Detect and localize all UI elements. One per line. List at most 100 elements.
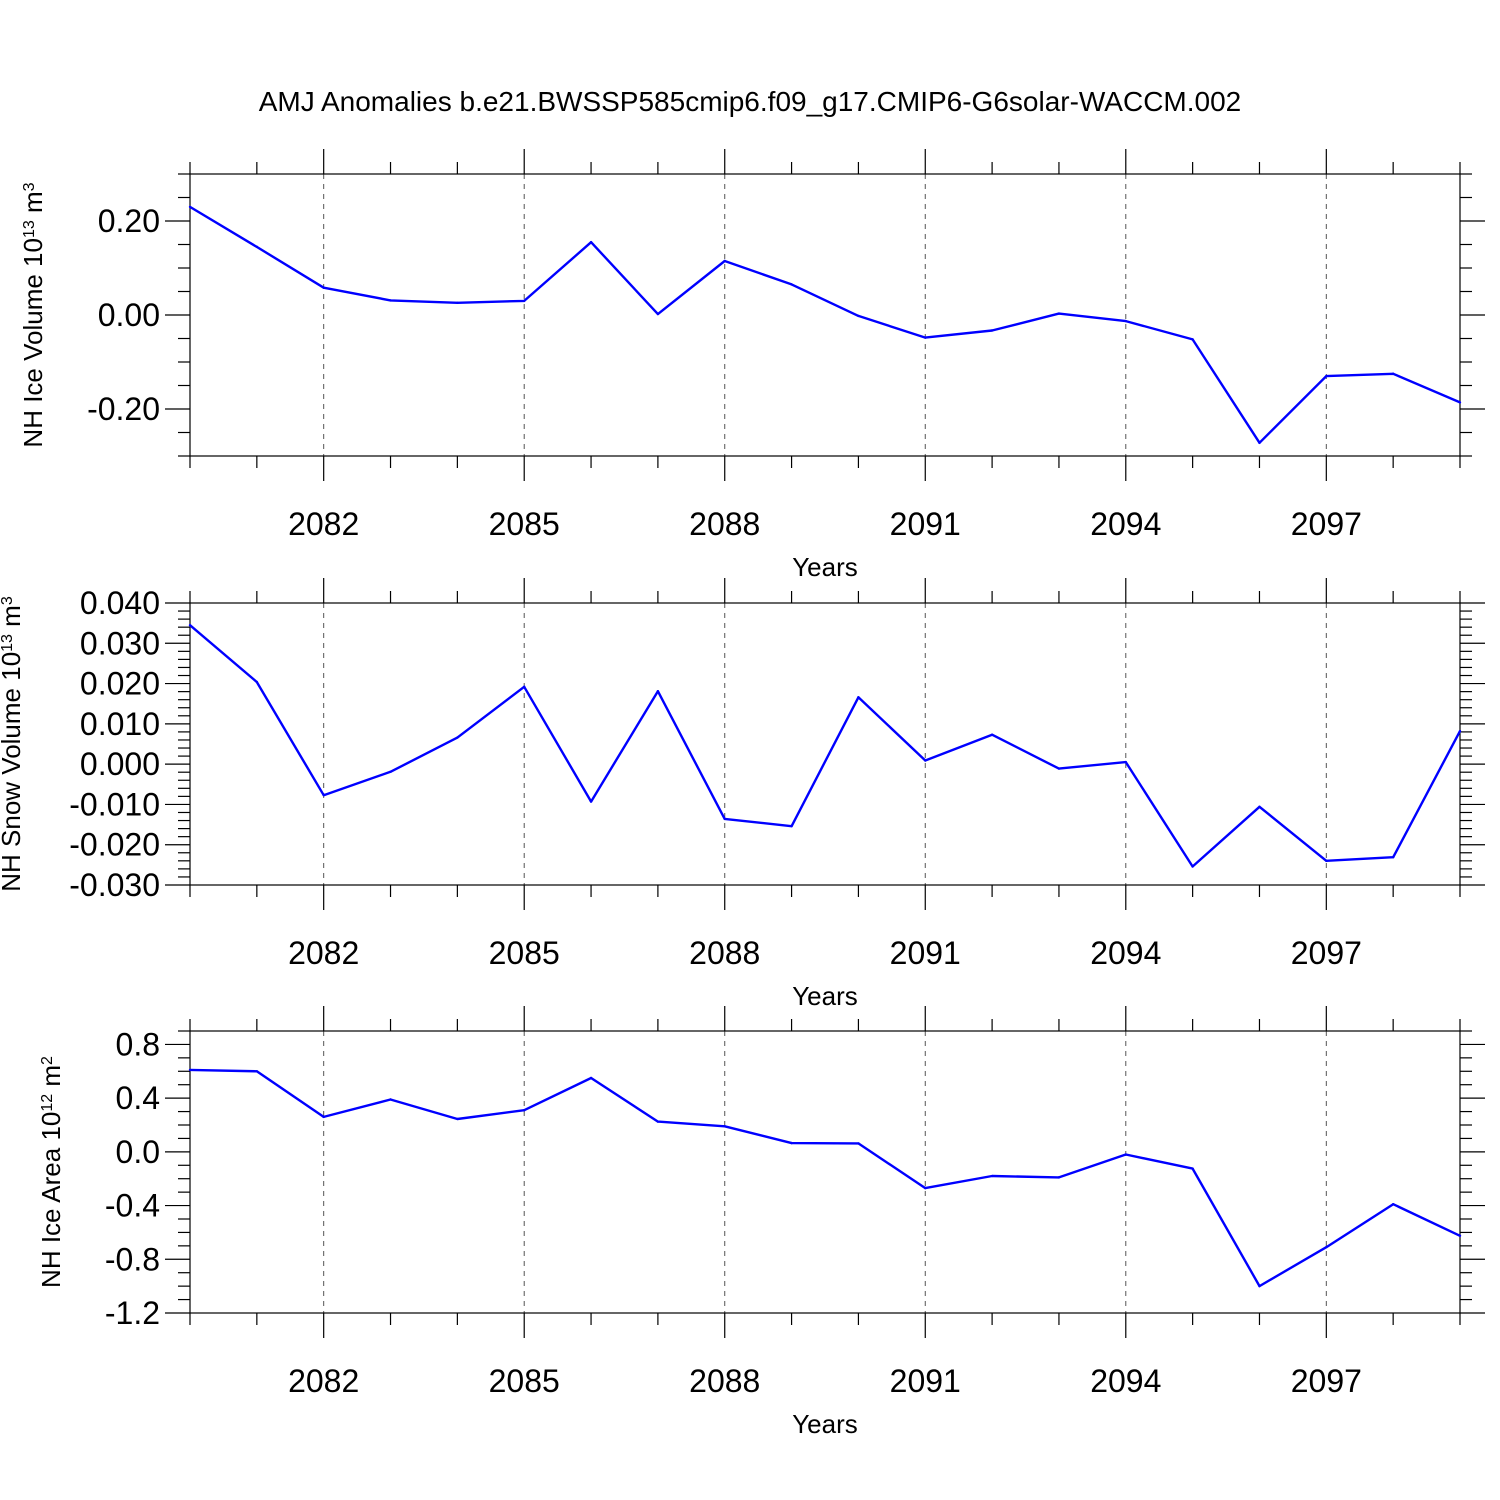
x-axis-label: Years	[792, 981, 858, 1011]
data-point	[1258, 1284, 1261, 1288]
y-axis-label-text: m	[36, 1065, 66, 1094]
y-axis-label-superscript: 13	[21, 220, 38, 238]
data-point	[255, 245, 259, 249]
data-point	[857, 1142, 860, 1145]
x-tick-label: 2082	[288, 1363, 359, 1399]
x-tick-label: 2097	[1291, 935, 1362, 971]
plot-frame	[189, 602, 1461, 886]
y-tick-label: -0.8	[105, 1241, 160, 1277]
data-point	[1124, 319, 1127, 323]
data-point	[322, 1115, 325, 1119]
y-axis-label-text: m	[18, 191, 48, 220]
x-tick-label: 2082	[288, 506, 359, 542]
data-point	[389, 1098, 392, 1101]
data-point	[1124, 760, 1127, 764]
y-axis-label-superscript: 13	[0, 634, 16, 652]
y-axis-label-text: NH Snow Volume 10	[0, 652, 26, 892]
y-tick-label: -0.20	[87, 391, 160, 427]
data-point	[790, 824, 793, 828]
data-point	[188, 623, 192, 627]
data-point	[723, 817, 726, 821]
y-axis-label: NH Snow Volume 1013 m3	[0, 596, 26, 892]
y-tick-label: 0.20	[98, 203, 160, 239]
data-point	[790, 283, 793, 286]
data-point	[589, 1076, 593, 1080]
y-tick-label: 0.4	[116, 1080, 160, 1116]
x-tick-label: 2091	[890, 506, 961, 542]
y-tick-label: 0.020	[80, 666, 160, 702]
y-tick-label: 0.010	[80, 706, 160, 742]
y-tick-label: 0.00	[98, 297, 160, 333]
y-tick-label: -0.030	[69, 867, 160, 903]
x-tick-label: 2097	[1291, 1363, 1362, 1399]
y-axis-label-superscript: 3	[0, 596, 16, 605]
data-point	[1191, 1167, 1194, 1170]
data-point	[723, 259, 726, 263]
x-axis-label: Years	[792, 1409, 858, 1439]
series-line	[189, 624, 1462, 868]
data-point	[523, 299, 526, 303]
data-point	[322, 286, 325, 289]
x-tick-label: 2085	[489, 1363, 560, 1399]
data-point	[1191, 338, 1194, 341]
x-tick-label: 2088	[689, 506, 760, 542]
data-point	[1057, 767, 1061, 770]
plot-frame	[189, 173, 1461, 457]
data-point	[723, 1125, 726, 1128]
y-tick-label: -1.2	[105, 1295, 160, 1331]
data-point	[656, 1120, 660, 1123]
chart-panel-1: 2082 2085 2088 2091 2094 2097 Years -0.20 0.00 0.…	[18, 149, 1485, 582]
data-point	[188, 205, 192, 209]
data-point	[322, 793, 325, 797]
chart-panel-2: 2082 2085 2088 2091 2094 2097 Years -0.030 -0.02…	[0, 578, 1485, 1011]
y-tick-label: 0.0	[116, 1134, 160, 1170]
x-tick-label: 2082	[288, 935, 359, 971]
x-tick-label: 2094	[1090, 935, 1161, 971]
y-tick-label: 0.040	[80, 585, 160, 621]
y-tick-label: -0.020	[69, 827, 160, 863]
x-tick-label: 2091	[890, 1363, 961, 1399]
data-point	[523, 685, 526, 688]
data-point	[589, 800, 593, 803]
y-axis-label-superscript: 12	[39, 1094, 56, 1112]
data-point	[1258, 441, 1261, 445]
y-tick-label: 0.000	[80, 746, 160, 782]
y-axis-label-superscript: 2	[39, 1056, 56, 1065]
data-point	[924, 759, 927, 762]
chart-panel-3: 2082 2085 2088 2091 2094 2097 Years -1.2 -0.8 -0.…	[36, 1006, 1485, 1439]
data-point	[1057, 312, 1061, 315]
figure-title: AMJ Anomalies b.e21.BWSSP585cmip6.f09_g1…	[259, 86, 1242, 117]
data-point	[857, 696, 860, 699]
y-axis-label: NH Ice Volume 1013 m3	[18, 182, 48, 447]
data-point	[990, 733, 994, 736]
data-point	[589, 240, 593, 244]
x-tick-label: 2094	[1090, 1363, 1161, 1399]
data-point	[857, 314, 860, 318]
plot-frame	[189, 1030, 1461, 1314]
data-point	[255, 680, 259, 684]
y-tick-label: 0.030	[80, 625, 160, 661]
y-axis-label-text: NH Ice Volume 10	[18, 238, 48, 448]
data-point	[523, 1109, 526, 1112]
data-point	[990, 329, 994, 332]
data-point	[1391, 372, 1395, 375]
data-point	[1057, 1176, 1061, 1179]
series-line	[189, 1068, 1461, 1288]
data-point	[656, 690, 660, 693]
data-point	[456, 301, 459, 304]
x-axis-label: Years	[792, 552, 858, 582]
data-point	[1124, 1153, 1127, 1156]
data-point	[1391, 856, 1395, 859]
data-point	[924, 1186, 927, 1190]
data-point	[1258, 805, 1261, 809]
y-axis-label: NH Ice Area 1012 m2	[36, 1056, 66, 1288]
y-axis-label-text: NH Ice Area 10	[36, 1112, 66, 1288]
data-point	[456, 736, 459, 739]
data-point	[1458, 401, 1462, 404]
x-tick-label: 2085	[489, 506, 560, 542]
data-point	[255, 1070, 259, 1073]
data-point	[1325, 1246, 1328, 1249]
data-point	[188, 1068, 192, 1072]
x-tick-label: 2094	[1090, 506, 1161, 542]
